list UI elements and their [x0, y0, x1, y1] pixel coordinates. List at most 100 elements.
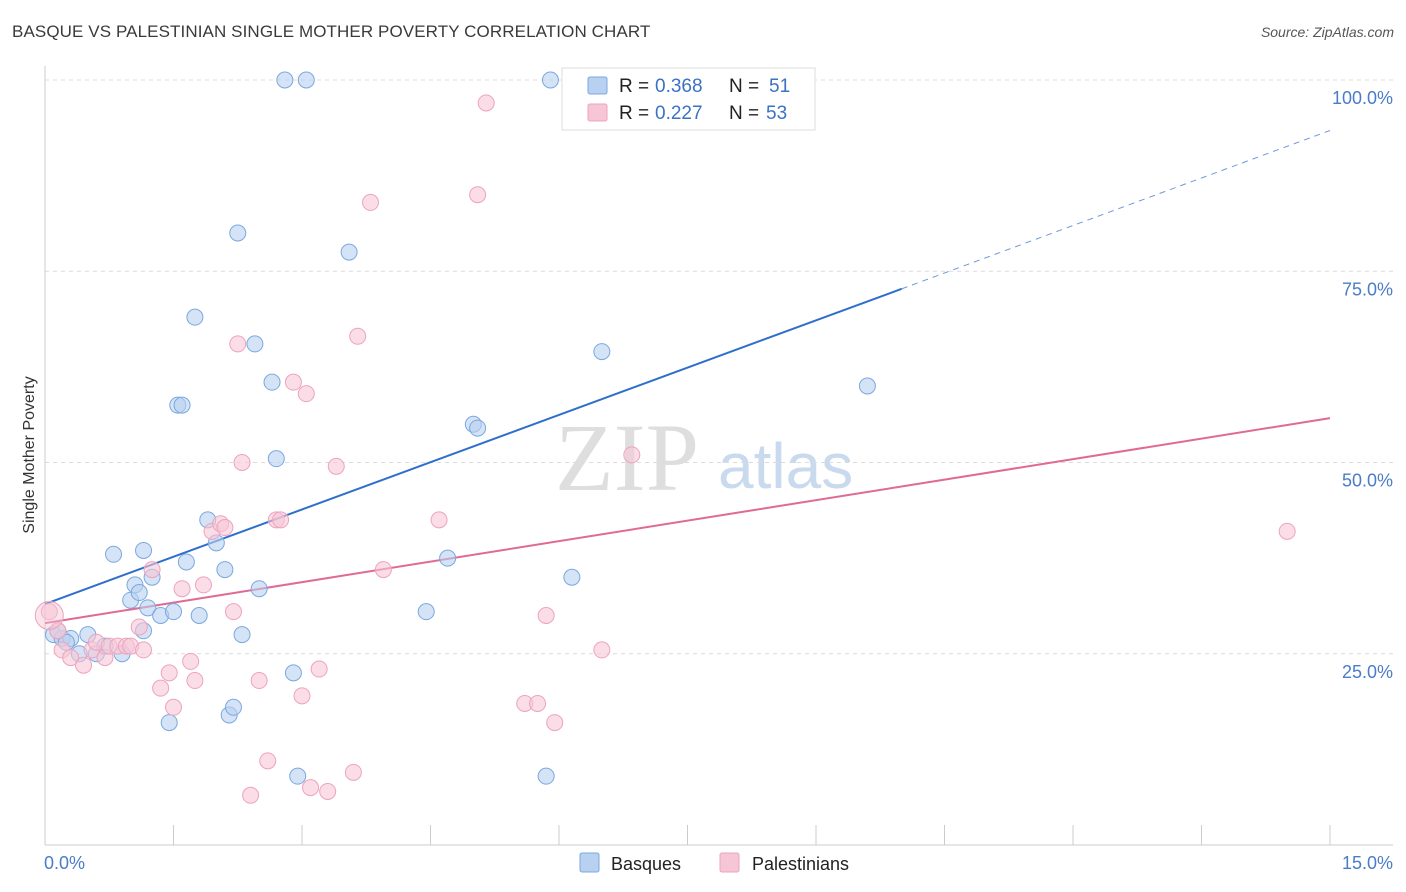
basques-point: [340, 243, 358, 261]
palestinians-point: [349, 327, 367, 345]
palestinians-point: [469, 186, 487, 204]
basques-point: [165, 603, 182, 621]
basques-point: [267, 450, 285, 468]
legend-r-value-basques: 0.368: [655, 76, 703, 97]
basques-point: [276, 71, 294, 89]
trend-lines: [44, 130, 1331, 625]
palestinians-point: [1278, 522, 1296, 540]
basques-point: [105, 545, 123, 563]
palestinians-point: [49, 622, 67, 640]
palestinians-point: [430, 511, 448, 529]
palestinians-point: [362, 193, 380, 211]
basques-point: [858, 377, 876, 395]
palestinians-point: [537, 607, 555, 624]
palestinians-point: [62, 649, 80, 667]
axes: [44, 66, 1393, 846]
palestinians-point: [297, 385, 315, 403]
palestinians-point: [216, 519, 234, 537]
palestinians-point: [160, 664, 178, 682]
basques-trend-line: [44, 287, 903, 605]
palestinians-point: [229, 335, 247, 353]
legend-n-label-basques: N =: [729, 76, 759, 97]
source-label: Source: ZipAtlas.com: [1260, 24, 1394, 40]
basques-point: [289, 767, 307, 785]
palestinians-point: [319, 782, 337, 800]
palestinians-point: [40, 603, 58, 621]
basques-point: [216, 561, 234, 579]
x-tick-label-max: 15.0%: [1342, 853, 1393, 873]
basques-point: [537, 767, 555, 785]
legend-r-label-palestinians: R =: [619, 103, 649, 124]
palestinians-point: [546, 714, 564, 732]
basques-point: [563, 568, 581, 586]
palestinians-point: [143, 561, 161, 579]
basques-point: [439, 549, 457, 567]
y-tick-label: 75.0%: [1342, 279, 1393, 299]
basques-point: [263, 373, 281, 391]
legend-r-label-basques: R =: [619, 76, 649, 97]
palestinians-point: [194, 576, 212, 594]
palestinians-point: [284, 373, 302, 391]
watermark-atlas: atlas: [718, 430, 853, 502]
basques-point: [417, 603, 435, 621]
palestinians-point: [374, 561, 392, 579]
watermark: ZIP atlas: [555, 404, 853, 511]
basques-point: [173, 396, 191, 414]
palestinians-point: [477, 94, 495, 112]
palestinians-point: [302, 779, 320, 797]
series-legend-swatch-basques: [579, 852, 600, 873]
legend-n-label-palestinians: N =: [729, 103, 759, 124]
basques-point: [246, 335, 264, 353]
data-points: [34, 71, 1296, 804]
basques-point: [284, 664, 302, 682]
basques-point: [250, 580, 268, 598]
palestinians-point: [186, 672, 204, 690]
palestinians-point: [224, 603, 242, 621]
basques-point: [469, 419, 487, 437]
palestinians-point: [529, 694, 547, 712]
series-legend-swatch-palestinians: [719, 852, 740, 873]
basques-point: [229, 224, 247, 242]
basques-point: [593, 343, 611, 361]
legend-n-value-palestinians: 53: [766, 103, 787, 124]
y-axis-label: Single Mother Poverty: [21, 376, 38, 533]
x-tick-label-min: 0.0%: [44, 853, 85, 873]
palestinians-point: [623, 446, 641, 464]
basques-trend-line-extension: [901, 130, 1331, 290]
legend-swatch-palestinians: [587, 103, 608, 122]
basques-point: [233, 626, 251, 644]
palestinians-point: [327, 457, 345, 475]
y-tick-label: 50.0%: [1342, 471, 1393, 491]
palestinians-point: [75, 656, 93, 674]
palestinians-point: [135, 641, 153, 659]
basques-point: [190, 607, 208, 624]
y-tick-label: 100.0%: [1332, 88, 1393, 108]
palestinians-point: [173, 580, 191, 598]
palestinians-point: [152, 679, 170, 697]
stats-legend: R = 0.368 N = 51 R = 0.227 N = 53: [561, 67, 816, 131]
palestinians-point: [293, 687, 311, 705]
palestinians-point: [272, 511, 290, 529]
legend-r-value-palestinians: 0.227: [655, 103, 703, 124]
legend-n-value-basques: 51: [769, 76, 790, 97]
legend-swatch-basques: [587, 76, 608, 95]
basques-point: [224, 698, 242, 716]
palestinians-point: [242, 786, 260, 804]
palestinians-point: [259, 752, 277, 770]
palestinians-point: [233, 454, 251, 471]
basques-point: [177, 553, 195, 571]
basques-point: [130, 584, 148, 602]
basques-point: [139, 599, 157, 617]
series-legend-label-palestinians: Palestinians: [752, 854, 849, 874]
basques-point: [186, 308, 204, 326]
palestinians-point: [593, 641, 611, 659]
palestinians-point: [130, 618, 148, 636]
chart-title: BASQUE VS PALESTINIAN SINGLE MOTHER POVE…: [12, 22, 651, 41]
palestinians-point: [310, 660, 328, 678]
palestinians-point: [182, 652, 200, 670]
gridlines: [45, 79, 1393, 655]
series-legend-label-basques: Basques: [611, 854, 681, 874]
basques-point: [297, 71, 315, 89]
y-tick-label: 25.0%: [1342, 662, 1393, 682]
